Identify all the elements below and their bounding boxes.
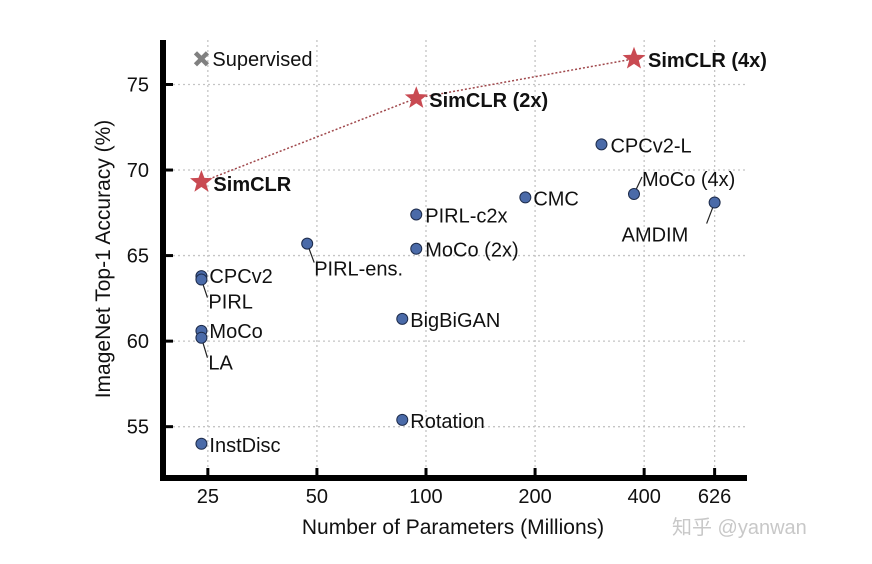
axes: 25 50 100 200 400 626 55 60 65 70 75: [127, 40, 747, 508]
label-rotation: Rotation: [410, 411, 485, 433]
point-cpcv2-l: [595, 138, 608, 151]
x-axis-label: Number of Parameters (Millions): [302, 516, 604, 539]
y-tick-label: 60: [127, 331, 149, 353]
label-simclr-2x: SimCLR (2x): [429, 90, 548, 112]
label-supervised: Supervised: [212, 49, 312, 71]
point-simclr-2x: [404, 86, 428, 108]
y-tick-label: 65: [127, 246, 149, 268]
x-tick-label: 626: [698, 486, 731, 508]
y-tick-label: 70: [127, 160, 149, 182]
label-moco-2x: MoCo (2x): [425, 240, 518, 262]
point-moco-4x: [627, 187, 640, 200]
y-tick-label: 55: [127, 417, 149, 439]
label-moco: MoCo: [209, 321, 262, 343]
point-supervised: [193, 51, 210, 67]
point-pirl: [195, 273, 208, 286]
x-tick-label: 50: [306, 486, 328, 508]
label-instdisc: InstDisc: [209, 435, 280, 457]
point-rotation: [396, 413, 409, 426]
point-cmc: [519, 191, 532, 204]
label-simclr-4x: SimCLR (4x): [648, 50, 767, 72]
label-pirl-ens: PIRL-ens.: [314, 259, 403, 281]
simclr-trend-line: [201, 58, 635, 183]
label-amdim: AMDIM: [622, 225, 689, 247]
label-pirl: PIRL: [208, 292, 252, 314]
point-moco-2x: [410, 242, 423, 255]
label-cmc: CMC: [533, 188, 579, 210]
label-moco-4x: MoCo (4x): [642, 169, 735, 191]
point-la: [195, 331, 208, 344]
point-amdim: [708, 196, 721, 209]
watermark: 知乎 @yanwan: [672, 516, 807, 539]
label-la: LA: [208, 353, 233, 375]
x-tick-label: 200: [518, 486, 551, 508]
grid: [163, 40, 747, 478]
label-simclr: SimCLR: [213, 174, 291, 196]
data-points: Supervised SimCLR SimCLR (2x) SimCLR (4x) CP…: [190, 46, 767, 457]
point-instdisc: [195, 437, 208, 450]
point-bigbigan: [396, 312, 409, 325]
y-tick-label: 75: [127, 74, 149, 96]
x-tick-label: 25: [197, 486, 219, 508]
point-simclr: [190, 170, 213, 192]
point-pirl-ens: [301, 237, 314, 250]
point-simclr-4x: [622, 46, 646, 69]
label-pirl-c2x: PIRL-c2x: [425, 206, 507, 228]
cross-stroke: [193, 51, 210, 67]
label-cpcv2: CPCv2: [209, 266, 272, 288]
x-tick-label: 100: [409, 486, 442, 508]
label-bigbigan: BigBiGAN: [410, 310, 500, 332]
label-cpcv2-l: CPCv2-L: [610, 135, 691, 157]
point-pirl-c2x: [410, 208, 423, 221]
y-axis-label: ImageNet Top-1 Accuracy (%): [92, 120, 115, 399]
x-tick-label: 400: [627, 486, 660, 508]
